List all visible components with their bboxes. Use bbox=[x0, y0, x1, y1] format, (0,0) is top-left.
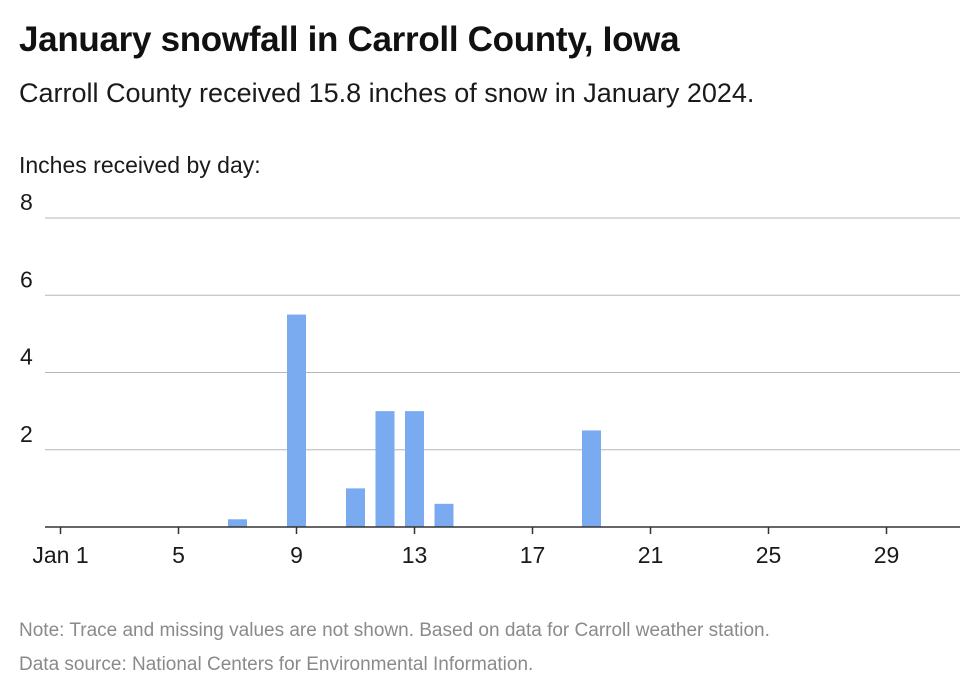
x-tick-label: 29 bbox=[874, 542, 900, 568]
bar-day-7 bbox=[228, 519, 247, 527]
bar-day-9 bbox=[287, 314, 306, 527]
bar-day-13 bbox=[405, 411, 424, 527]
x-tick-label: 25 bbox=[756, 542, 782, 568]
y-tick-label: 8 bbox=[20, 190, 33, 215]
chart-note: Note: Trace and missing values are not s… bbox=[19, 620, 770, 641]
y-tick-label: 6 bbox=[20, 266, 33, 292]
x-tick-label: Jan 1 bbox=[32, 542, 88, 568]
bar-day-19 bbox=[582, 430, 601, 527]
y-tick-label: 2 bbox=[20, 421, 33, 447]
x-tick-label: 21 bbox=[638, 542, 664, 568]
bar-day-12 bbox=[375, 411, 395, 527]
axes: 2 4 6 8 Jan 1 5 9 13 17 21 25 29 bbox=[20, 190, 960, 568]
y-axis-label: Inches received by day: bbox=[19, 152, 261, 178]
bars bbox=[228, 314, 601, 527]
x-tick-label: 5 bbox=[172, 542, 185, 568]
x-tick-label: 9 bbox=[290, 542, 303, 568]
x-tick-label: 17 bbox=[520, 542, 546, 568]
bar-day-14 bbox=[434, 503, 454, 527]
chart-subtitle: Carroll County received 15.8 inches of s… bbox=[19, 78, 755, 108]
y-tick-label: 4 bbox=[20, 344, 33, 370]
chart-title: January snowfall in Carroll County, Iowa bbox=[19, 20, 680, 59]
x-tick-label: 13 bbox=[402, 542, 428, 568]
snowfall-bar-chart: 2 4 6 8 Jan 1 5 9 13 17 21 25 29 bbox=[20, 190, 960, 568]
gridlines bbox=[45, 217, 960, 451]
data-source: Data source: National Centers for Enviro… bbox=[19, 654, 534, 675]
bar-day-11 bbox=[346, 488, 365, 527]
